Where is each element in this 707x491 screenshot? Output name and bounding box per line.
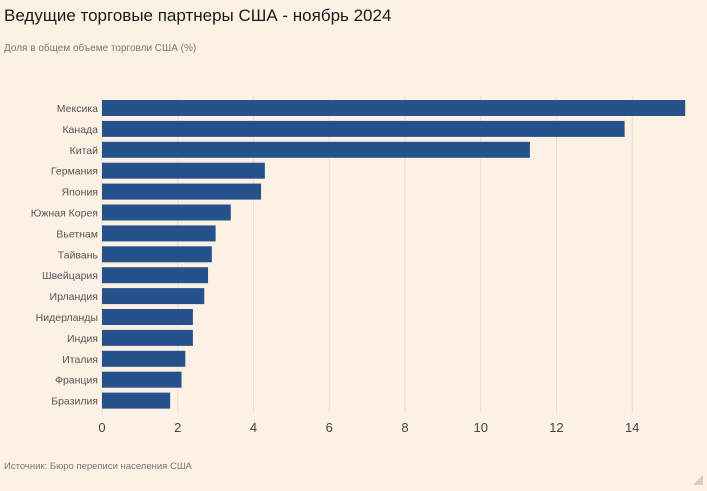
category-label: Канада bbox=[62, 124, 98, 136]
resize-grip-icon bbox=[693, 475, 703, 485]
category-label: Италия bbox=[62, 354, 98, 366]
x-tick-label: 6 bbox=[326, 420, 333, 435]
category-label: Нидерланды bbox=[36, 312, 98, 324]
x-tick-label: 4 bbox=[250, 420, 257, 435]
category-label: Франция bbox=[55, 375, 98, 387]
category-label: Ирландия bbox=[50, 291, 98, 303]
x-tick-label: 10 bbox=[473, 420, 487, 435]
category-label: Индия bbox=[67, 333, 98, 345]
bar bbox=[102, 392, 171, 409]
bar bbox=[102, 183, 262, 200]
bar bbox=[102, 246, 212, 263]
bar bbox=[102, 371, 182, 388]
source-note: Источник: Бюро переписи населения США bbox=[4, 461, 192, 472]
chart-title: Ведущие торговые партнеры США - ноябрь 2… bbox=[4, 6, 392, 25]
bar bbox=[102, 267, 209, 284]
category-label: Швейцария bbox=[42, 270, 98, 282]
x-tick-label: 12 bbox=[549, 420, 563, 435]
bar bbox=[102, 225, 216, 242]
category-label: Япония bbox=[62, 187, 98, 199]
bar bbox=[102, 350, 186, 367]
bar bbox=[102, 100, 686, 116]
category-label: Южная Корея bbox=[31, 208, 98, 220]
category-label: Бразилия bbox=[51, 396, 98, 408]
bar bbox=[102, 329, 193, 346]
x-tick-label: 8 bbox=[401, 420, 408, 435]
category-label: Мексика bbox=[57, 103, 98, 115]
bar bbox=[102, 309, 193, 325]
x-tick-label: 0 bbox=[98, 420, 105, 435]
bar bbox=[102, 288, 205, 305]
x-tick-label: 14 bbox=[625, 420, 639, 435]
category-label: Вьетнам bbox=[56, 228, 98, 240]
category-label: Китай bbox=[70, 145, 99, 157]
bar bbox=[102, 204, 231, 221]
category-label: Тайвань bbox=[58, 249, 99, 261]
bar bbox=[102, 162, 265, 179]
x-tick-label: 2 bbox=[174, 420, 181, 435]
bar bbox=[102, 141, 530, 158]
chart-subtitle: Доля в общем объеме торговли США (%) bbox=[4, 43, 197, 54]
bar bbox=[102, 120, 625, 137]
category-label: Германия bbox=[51, 166, 98, 178]
